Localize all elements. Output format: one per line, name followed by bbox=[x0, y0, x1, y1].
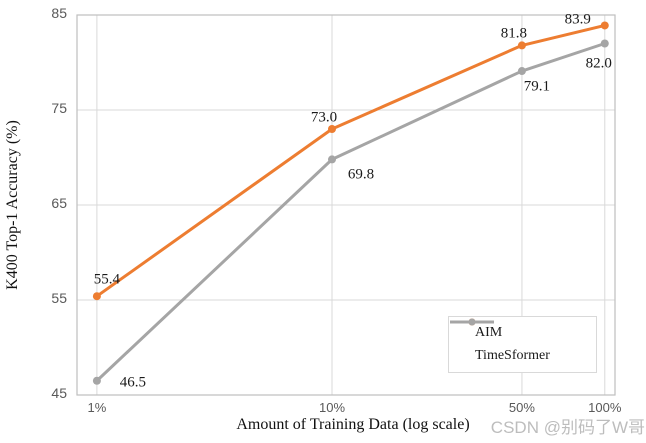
data-label-timesformer: 46.5 bbox=[119, 374, 147, 391]
legend-item-timesformer: TimeSformer bbox=[449, 318, 596, 364]
watermark: CSDN @别码了W哥 bbox=[490, 418, 645, 437]
data-label-aim: 81.8 bbox=[500, 25, 528, 42]
data-point-aim bbox=[517, 41, 526, 50]
data-label-aim: 83.9 bbox=[564, 11, 591, 28]
data-label-timesformer: 82.0 bbox=[585, 55, 612, 71]
y-tick-label: 65 bbox=[51, 195, 67, 211]
y-tick-label: 55 bbox=[51, 290, 67, 306]
data-label-timesformer: 69.8 bbox=[347, 166, 375, 183]
legend: AIM TimeSformer bbox=[448, 316, 597, 373]
data-point-timesformer bbox=[600, 39, 609, 48]
x-tick-label: 100% bbox=[588, 400, 622, 415]
data-point-aim bbox=[600, 21, 609, 30]
data-point-timesformer bbox=[328, 155, 337, 164]
data-point-timesformer bbox=[517, 67, 526, 76]
legend-line-timesformer bbox=[450, 318, 494, 326]
data-label-aim: 55.4 bbox=[93, 271, 121, 288]
data-label-timesformer: 79.1 bbox=[523, 78, 551, 95]
data-label-aim: 73.0 bbox=[310, 109, 338, 126]
y-tick-label: 45 bbox=[51, 385, 67, 401]
legend-label-aim: AIM bbox=[475, 324, 503, 340]
plot-border bbox=[76, 14, 616, 396]
x-axis-title: Amount of Training Data (log scale) bbox=[236, 416, 470, 433]
x-tick-label: 10% bbox=[318, 400, 346, 415]
x-tick-label: 1% bbox=[87, 400, 107, 415]
x-tick-label: 50% bbox=[508, 400, 535, 415]
data-point-aim bbox=[328, 125, 337, 133]
data-point-timesformer bbox=[92, 376, 101, 385]
y-tick-label: 75 bbox=[51, 100, 67, 116]
data-point-aim bbox=[92, 292, 101, 301]
series-line-aim bbox=[95, 23, 607, 298]
legend-label-timesformer: TimeSformer bbox=[475, 348, 550, 364]
series-line-timesformer bbox=[95, 42, 607, 383]
legend-item-aim: AIM bbox=[449, 318, 596, 341]
y-tick-label: 85 bbox=[51, 5, 67, 21]
